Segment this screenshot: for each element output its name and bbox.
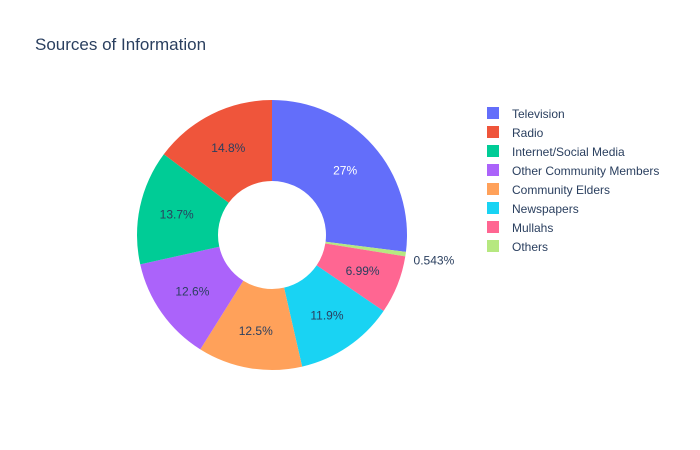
legend-swatch-mullahs <box>487 221 499 233</box>
legend-item-other-community-members[interactable]: Other Community Members <box>487 164 659 178</box>
legend-item-television[interactable]: Television <box>487 107 565 121</box>
slice-label-others: 0.543% <box>414 253 455 267</box>
slice-label-newspapers: 11.9% <box>310 309 343 323</box>
slice-label-radio: 14.8% <box>211 141 245 155</box>
legend-swatch-internet-social-media <box>487 145 499 157</box>
chart-title: Sources of Information <box>35 35 206 54</box>
slice-label-other-community-members: 12.6% <box>175 284 209 298</box>
slice-newspapers[interactable] <box>284 265 384 367</box>
legend-label-community-elders: Community Elders <box>512 183 610 197</box>
legend-label-others: Others <box>512 240 548 254</box>
legend-swatch-newspapers <box>487 202 499 214</box>
slice-label-community-elders: 12.5% <box>239 324 273 338</box>
chart-legend: Television Radio Internet/Social Media Othe… <box>487 107 659 254</box>
legend-swatch-community-elders <box>487 183 499 195</box>
slice-label-mullahs: 6.99% <box>346 264 380 278</box>
slice-other-community-members[interactable] <box>140 246 244 350</box>
legend-item-internet-social-media[interactable]: Internet/Social Media <box>487 145 625 159</box>
slice-internet-social-media[interactable] <box>137 154 229 265</box>
slice-label-internet-social-media: 13.7% <box>160 208 194 222</box>
legend-item-radio[interactable]: Radio <box>487 126 544 140</box>
slice-community-elders[interactable] <box>200 280 303 370</box>
slice-label-television: 27% <box>333 164 357 178</box>
legend-label-internet-social-media: Internet/Social Media <box>512 145 625 159</box>
legend-swatch-other-community-members <box>487 164 499 176</box>
legend-label-mullahs: Mullahs <box>512 221 553 235</box>
legend-label-radio: Radio <box>512 126 544 140</box>
legend-swatch-others <box>487 240 499 252</box>
legend-label-newspapers: Newspapers <box>512 202 579 216</box>
legend-item-others[interactable]: Others <box>487 240 548 254</box>
slice-others[interactable] <box>325 241 406 257</box>
legend-item-mullahs[interactable]: Mullahs <box>487 221 553 235</box>
legend-swatch-television <box>487 107 499 119</box>
donut-slice-labels: 27% 0.543% 6.99% 11.9% 12.5% 12.6% 13.7% 14.8% <box>160 141 455 338</box>
donut-slices <box>137 100 408 370</box>
legend-item-community-elders[interactable]: Community Elders <box>487 183 610 197</box>
slice-television[interactable] <box>272 100 408 252</box>
slice-mullahs[interactable] <box>316 243 406 312</box>
slice-radio[interactable] <box>163 100 272 203</box>
legend-label-other-community-members: Other Community Members <box>512 164 659 178</box>
legend-label-television: Television <box>512 107 565 121</box>
legend-swatch-radio <box>487 126 499 138</box>
legend-item-newspapers[interactable]: Newspapers <box>487 202 579 216</box>
